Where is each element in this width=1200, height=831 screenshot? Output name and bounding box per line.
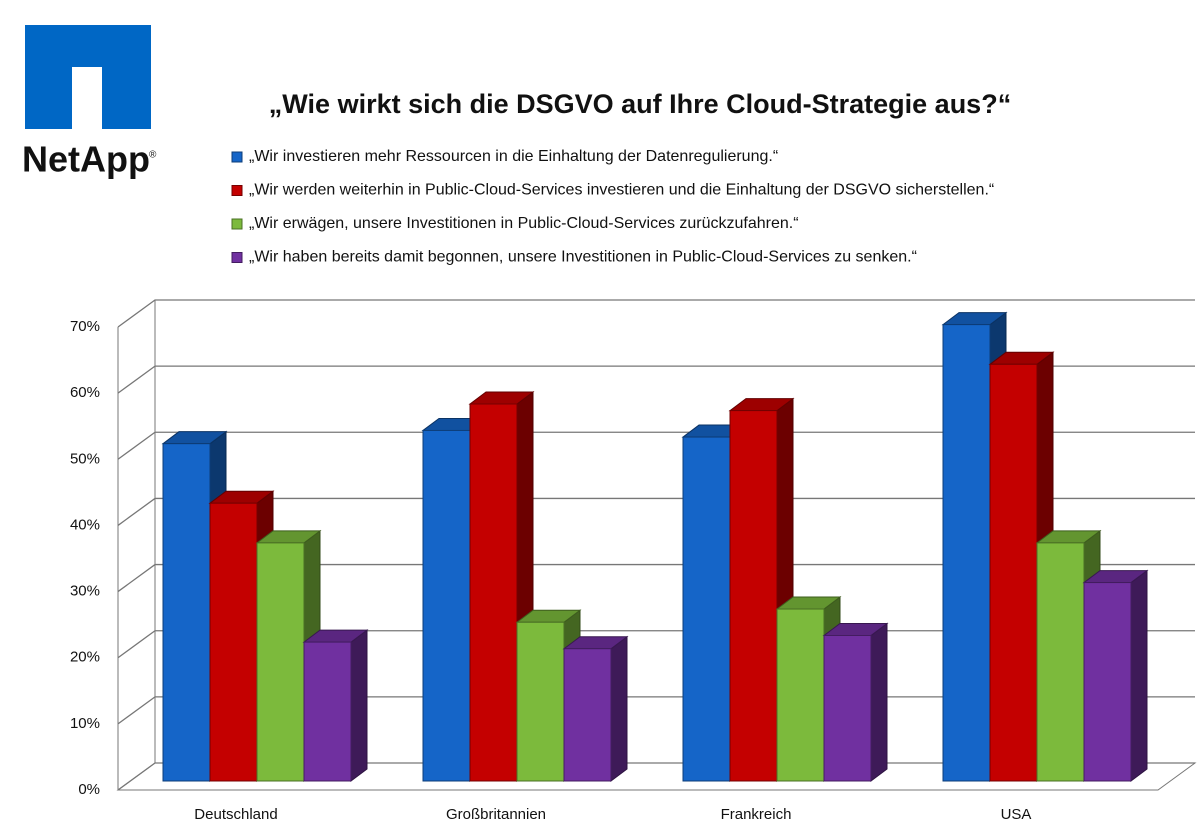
y-tick-label: 10%	[70, 715, 100, 732]
legend-swatch	[231, 218, 243, 230]
x-tick-label: USA	[1001, 806, 1032, 823]
bar	[942, 324, 991, 782]
logo-text: NetApp	[22, 139, 150, 180]
bar	[563, 648, 612, 782]
y-tick-label: 20%	[70, 649, 100, 666]
bar	[1083, 582, 1132, 782]
bar	[516, 621, 565, 782]
legend-label: „Wir investieren mehr Ressourcen in die …	[249, 148, 778, 165]
y-tick-label: 0%	[78, 781, 100, 798]
bar	[162, 443, 211, 782]
grid-line	[117, 299, 1195, 328]
x-tick-label: Frankreich	[721, 806, 792, 823]
logo-mark: ®	[149, 150, 157, 161]
bar-side	[350, 629, 368, 782]
logo-notch	[72, 67, 102, 129]
bar	[303, 641, 352, 782]
logo: NetApp ®	[22, 25, 157, 180]
bar	[422, 429, 471, 782]
x-tick-label: Deutschland	[194, 806, 277, 823]
bar-side	[870, 622, 888, 782]
bar	[729, 410, 778, 782]
y-tick-label: 60%	[70, 384, 100, 401]
legend-label: „Wir erwägen, unsere Investitionen in Pu…	[249, 215, 799, 232]
legend-label: „Wir werden weiterhin in Public-Cloud-Se…	[249, 182, 994, 199]
x-tick-label: Großbritannien	[446, 806, 546, 823]
bar	[1036, 542, 1085, 782]
legend-swatch	[231, 252, 243, 263]
bar	[989, 363, 1038, 782]
bar	[209, 502, 258, 782]
grid-line	[117, 431, 1195, 460]
bar	[823, 634, 872, 782]
bar	[256, 542, 305, 782]
chart-title: „Wie wirkt sich die DSGVO auf Ihre Cloud…	[269, 89, 1011, 119]
bar	[776, 608, 825, 782]
y-tick-label: 40%	[70, 516, 100, 533]
grid-line	[117, 563, 1195, 593]
legend-swatch	[231, 185, 243, 196]
y-tick-label: 30%	[70, 583, 100, 600]
bar-side	[610, 635, 628, 782]
bar	[682, 436, 731, 782]
bar-side	[1130, 569, 1148, 782]
legend-label: „Wir haben bereits damit begonnen, unser…	[249, 249, 917, 266]
bar	[469, 403, 518, 782]
legend-swatch	[231, 151, 243, 163]
y-tick-label: 70%	[70, 318, 100, 335]
y-tick-label: 50%	[70, 450, 100, 467]
grid-line	[117, 497, 1195, 526]
grid-line	[117, 365, 1195, 394]
